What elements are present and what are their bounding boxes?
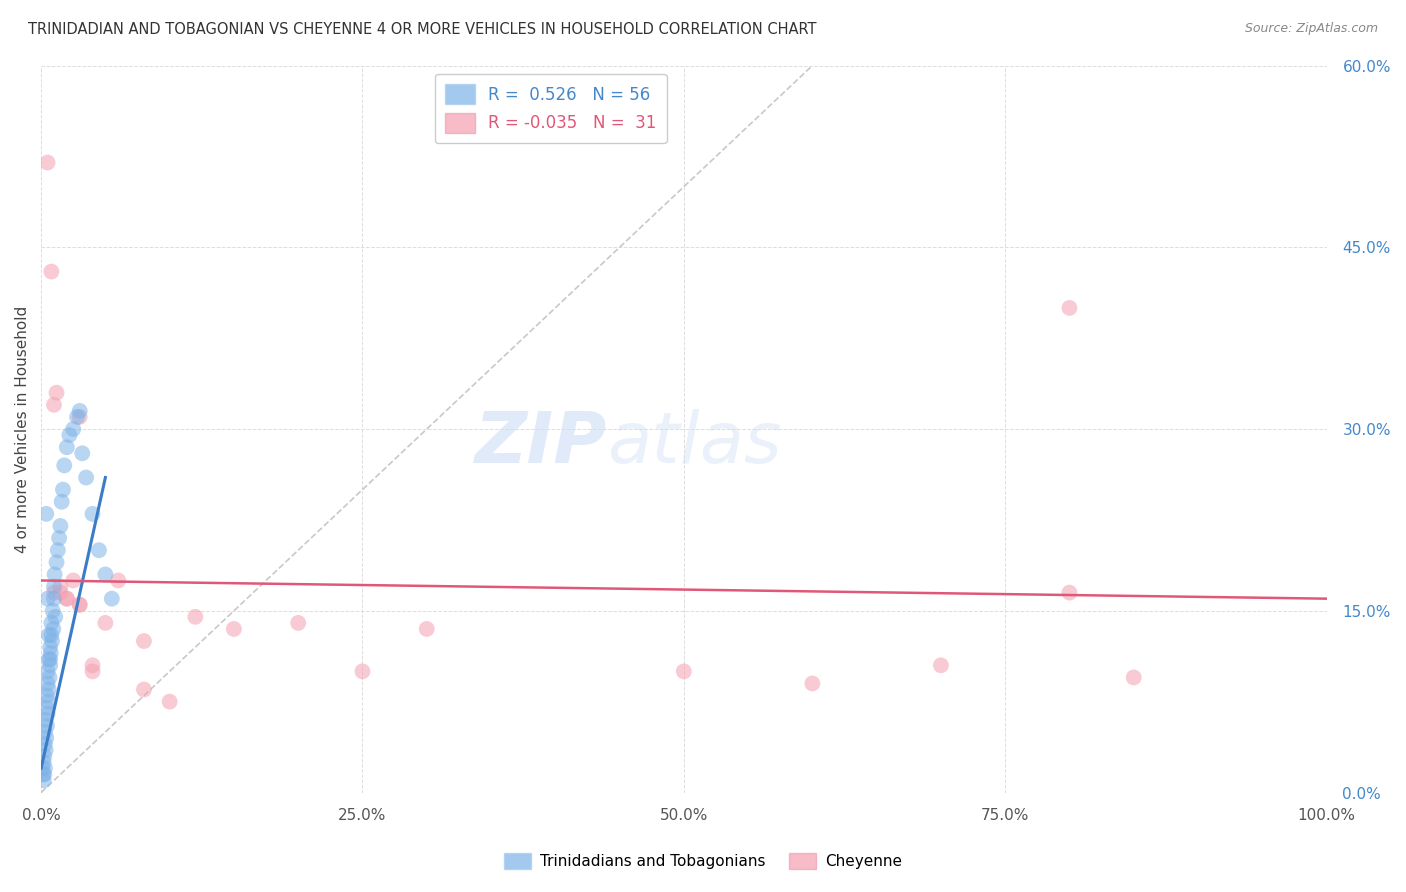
Point — [39, 658, 62, 673]
Point — [35, 700, 58, 714]
Point — [49, 580, 72, 594]
Point — [37, 695, 59, 709]
Point — [46, 543, 69, 558]
Point — [69, 404, 91, 418]
Point — [39, 640, 62, 654]
Point — [42, 585, 65, 599]
Point — [1059, 585, 1081, 599]
Point — [69, 598, 91, 612]
Point — [44, 610, 66, 624]
Point — [94, 615, 117, 630]
Point — [37, 665, 59, 679]
Point — [37, 155, 59, 169]
Point — [1059, 301, 1081, 315]
Point — [87, 543, 110, 558]
Point — [41, 264, 63, 278]
Point — [42, 580, 65, 594]
Point — [159, 695, 181, 709]
Point — [82, 658, 104, 673]
Point — [107, 574, 129, 588]
Point — [132, 682, 155, 697]
Point — [34, 749, 56, 764]
Point — [82, 507, 104, 521]
Point — [52, 483, 75, 497]
Point — [62, 422, 84, 436]
Point — [41, 634, 63, 648]
Point — [352, 665, 374, 679]
Point — [69, 598, 91, 612]
Point — [51, 494, 73, 508]
Point — [38, 682, 60, 697]
Point — [48, 531, 70, 545]
Text: TRINIDADIAN AND TOBAGONIAN VS CHEYENNE 4 OR MORE VEHICLES IN HOUSEHOLD CORRELATI: TRINIDADIAN AND TOBAGONIAN VS CHEYENNE 4… — [28, 22, 817, 37]
Point — [41, 604, 63, 618]
Point — [70, 446, 93, 460]
Point — [37, 591, 59, 606]
Point — [184, 610, 207, 624]
Text: ZIP: ZIP — [474, 409, 607, 478]
Point — [41, 628, 63, 642]
Point — [62, 574, 84, 588]
Point — [49, 519, 72, 533]
Point — [38, 670, 60, 684]
Point — [287, 615, 309, 630]
Point — [66, 409, 89, 424]
Point — [35, 731, 58, 745]
Point — [416, 622, 439, 636]
Point — [37, 676, 59, 690]
Point — [37, 706, 59, 721]
Point — [94, 567, 117, 582]
Point — [38, 652, 60, 666]
Point — [42, 398, 65, 412]
Point — [34, 743, 56, 757]
Point — [39, 646, 62, 660]
Point — [929, 658, 952, 673]
Point — [222, 622, 245, 636]
Point — [75, 470, 97, 484]
Legend: R =  0.526   N = 56, R = -0.035   N =  31: R = 0.526 N = 56, R = -0.035 N = 31 — [434, 74, 666, 143]
Point — [56, 591, 79, 606]
Point — [42, 622, 65, 636]
Point — [45, 385, 67, 400]
Point — [34, 767, 56, 781]
Point — [801, 676, 824, 690]
Point — [101, 591, 124, 606]
Point — [34, 761, 56, 775]
Point — [35, 507, 58, 521]
Point — [132, 634, 155, 648]
Point — [34, 725, 56, 739]
Point — [672, 665, 695, 679]
Point — [1122, 670, 1144, 684]
Point — [41, 615, 63, 630]
Point — [53, 458, 76, 473]
Point — [31, 761, 53, 775]
Point — [38, 628, 60, 642]
Point — [69, 409, 91, 424]
Point — [44, 567, 66, 582]
Point — [35, 719, 58, 733]
Point — [39, 652, 62, 666]
Point — [56, 440, 79, 454]
Point — [82, 665, 104, 679]
Legend: Trinidadians and Tobagonians, Cheyenne: Trinidadians and Tobagonians, Cheyenne — [498, 847, 908, 875]
Point — [49, 585, 72, 599]
Point — [42, 591, 65, 606]
Point — [56, 591, 79, 606]
Point — [34, 737, 56, 751]
Point — [35, 689, 58, 703]
Point — [58, 428, 80, 442]
Point — [34, 713, 56, 727]
Point — [32, 767, 55, 781]
Point — [32, 756, 55, 770]
Point — [32, 773, 55, 788]
Point — [45, 555, 67, 569]
Text: atlas: atlas — [607, 409, 782, 478]
Text: Source: ZipAtlas.com: Source: ZipAtlas.com — [1244, 22, 1378, 36]
Y-axis label: 4 or more Vehicles in Household: 4 or more Vehicles in Household — [15, 305, 30, 553]
